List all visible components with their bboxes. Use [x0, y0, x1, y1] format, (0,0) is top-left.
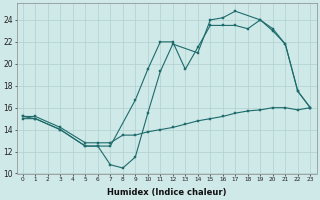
X-axis label: Humidex (Indice chaleur): Humidex (Indice chaleur): [107, 188, 226, 197]
